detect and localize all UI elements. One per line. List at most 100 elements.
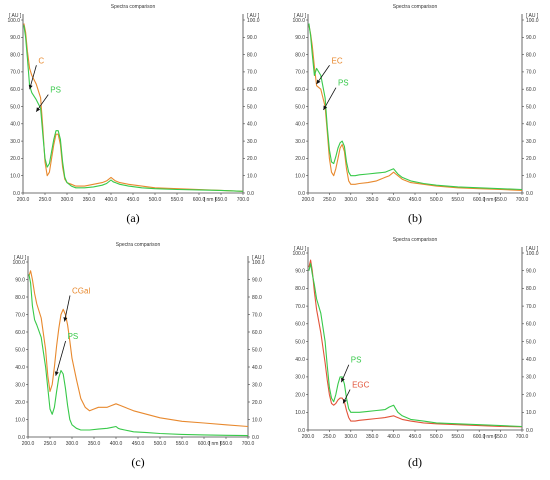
y-tick-label: 30.0 <box>15 382 25 388</box>
series-line-ps <box>23 25 244 192</box>
y-tick-label: 60.0 <box>10 87 20 93</box>
annotation-arrow-ps <box>323 87 337 111</box>
y-tick-label-right: 50.0 <box>247 104 257 110</box>
y-tick-label: 20.0 <box>15 400 25 406</box>
y-tick-label-right: 0.0 <box>526 428 533 434</box>
x-tick-label: 400.0 <box>387 434 400 440</box>
y-tick-label-right: 20.0 <box>526 392 536 398</box>
series-line-ps <box>308 263 523 428</box>
y-tick-label: 10.0 <box>10 174 20 180</box>
annotation-arrowhead-ps <box>323 105 328 110</box>
y-tick-label: 90.0 <box>295 269 305 275</box>
x-tick-label: 200.0 <box>302 197 315 203</box>
x-tick-label: 650.0 <box>220 441 233 447</box>
annotation-label-ps: PS <box>351 356 362 365</box>
y-tick-label-right: 30.0 <box>247 139 257 145</box>
y-unit-right: [ AU ] <box>252 255 265 261</box>
panel-caption: (d) <box>408 455 422 469</box>
y-tick-label: 30.0 <box>10 139 20 145</box>
y-tick-label-right: 10.0 <box>526 410 536 416</box>
y-tick-label-right: 20.0 <box>252 400 262 406</box>
x-tick-label: 450.0 <box>409 197 422 203</box>
chart-title: Spectra comparison <box>116 242 161 248</box>
y-tick-label-right: 100.0 <box>252 260 265 266</box>
x-tick-label: 300.0 <box>61 197 74 203</box>
x-unit: [ nm ] <box>209 441 222 447</box>
y-unit-right: [ AU ] <box>526 13 539 19</box>
series-line-c <box>23 23 244 192</box>
x-tick-label: 700.0 <box>516 434 529 440</box>
y-tick-label: 60.0 <box>295 322 305 328</box>
x-tick-label: 550.0 <box>176 441 189 447</box>
y-tick-label-right: 30.0 <box>526 375 536 381</box>
annotation-label-cgal: CGal <box>72 287 90 296</box>
y-tick-label-right: 20.0 <box>247 156 257 162</box>
annotation-label-ps: PS <box>68 332 79 341</box>
series-line-ps <box>28 274 249 437</box>
annotation-arrowhead-ps <box>341 377 345 383</box>
y-tick-label: 80.0 <box>295 52 305 58</box>
x-tick-label: 550.0 <box>171 197 184 203</box>
annotation-arrow-cgal <box>64 295 71 322</box>
y-tick-label: 50.0 <box>295 104 305 110</box>
x-tick-label: 250.0 <box>39 197 52 203</box>
y-tick-label-right: 60.0 <box>526 322 536 328</box>
x-tick-label: 200.0 <box>22 441 35 447</box>
x-tick-label: 650.0 <box>494 434 507 440</box>
y-tick-label: 80.0 <box>10 52 20 58</box>
annotation-label-ps: PS <box>50 86 61 95</box>
y-tick-label: 70.0 <box>10 70 20 76</box>
y-tick-label: 0.0 <box>298 428 305 434</box>
y-tick-label-right: 90.0 <box>526 35 536 41</box>
panel-caption: (a) <box>126 211 139 225</box>
y-tick-label-right: 40.0 <box>252 365 262 371</box>
y-tick-label: 40.0 <box>15 365 25 371</box>
series-line-cgal <box>28 270 249 428</box>
x-tick-label: 400.0 <box>387 197 400 203</box>
x-tick-label: 300.0 <box>66 441 79 447</box>
annotation-arrowhead-cgal <box>63 317 68 322</box>
x-tick-label: 550.0 <box>452 197 465 203</box>
y-tick-label-right: 40.0 <box>526 122 536 128</box>
y-unit-left: [ AU ] <box>14 255 27 261</box>
y-tick-label-right: 100.0 <box>526 18 539 24</box>
y-tick-label-right: 0.0 <box>247 191 254 197</box>
x-tick-label: 350.0 <box>366 434 379 440</box>
panel-d: Spectra comparison [ AU ] [ AU ] 0.0 10.0 20.… <box>292 237 538 469</box>
series-line-ps <box>308 23 523 191</box>
x-tick-label: 350.0 <box>83 197 96 203</box>
y-tick-label-right: 80.0 <box>247 52 257 58</box>
y-tick-label: 60.0 <box>295 87 305 93</box>
x-tick-label: 650.0 <box>215 197 228 203</box>
panel-caption: (c) <box>131 455 144 469</box>
y-tick-label-right: 10.0 <box>247 174 257 180</box>
y-tick-label-right: 50.0 <box>526 339 536 345</box>
y-tick-label: 60.0 <box>15 330 25 336</box>
y-tick-label-right: 90.0 <box>526 269 536 275</box>
y-tick-label: 10.0 <box>295 174 305 180</box>
annotation-arrowhead-ec <box>316 79 321 85</box>
x-tick-label: 450.0 <box>409 434 422 440</box>
chart-title: Spectra comparison <box>393 4 438 10</box>
y-unit-right: [ AU ] <box>247 13 260 19</box>
x-tick-label: 500.0 <box>430 197 443 203</box>
chart-title: Spectra comparison <box>111 4 156 10</box>
y-tick-label: 90.0 <box>15 277 25 283</box>
y-tick-label-right: 50.0 <box>252 347 262 353</box>
x-tick-label: 350.0 <box>366 197 379 203</box>
annotation-label-c: C <box>38 56 44 65</box>
y-tick-label-right: 30.0 <box>526 139 536 145</box>
x-unit: [ nm ] <box>484 434 497 440</box>
y-tick-label: 10.0 <box>295 410 305 416</box>
x-tick-label: 650.0 <box>494 197 507 203</box>
y-unit-left: [ AU ] <box>294 246 307 252</box>
x-tick-label: 400.0 <box>110 441 123 447</box>
y-tick-label: 100.0 <box>12 260 25 266</box>
x-tick-label: 200.0 <box>302 434 315 440</box>
x-tick-label: 600.0 <box>473 197 486 203</box>
y-tick-label-right: 60.0 <box>526 87 536 93</box>
y-tick-label-right: 70.0 <box>526 70 536 76</box>
x-tick-label: 500.0 <box>154 441 167 447</box>
x-tick-label: 500.0 <box>430 434 443 440</box>
annotation-arrowhead-c <box>28 84 33 90</box>
